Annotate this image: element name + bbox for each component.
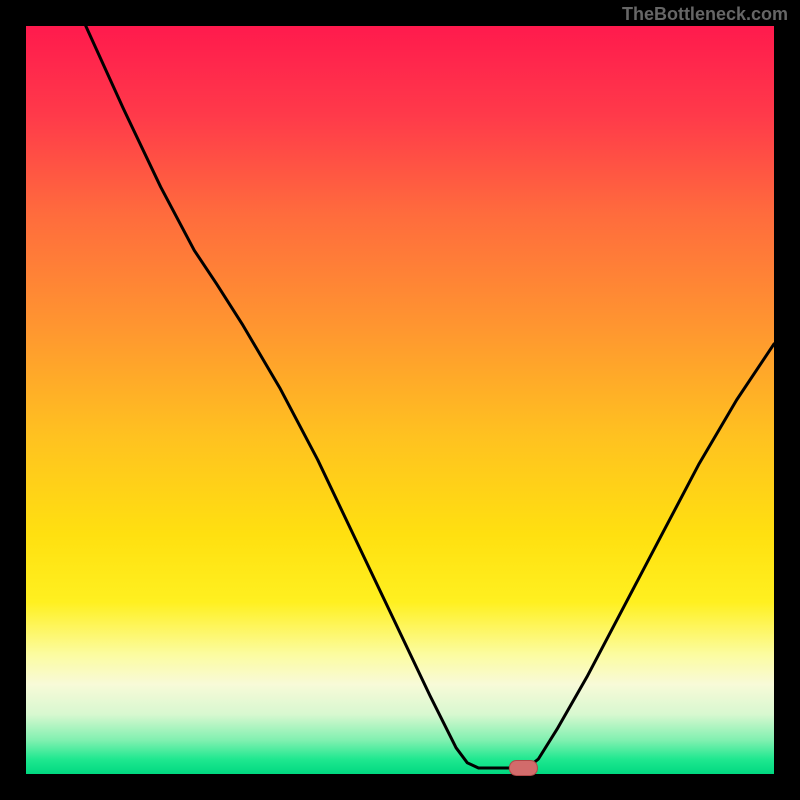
bottleneck-chart (0, 0, 800, 800)
optimal-marker (509, 761, 537, 776)
chart-svg (0, 0, 800, 800)
watermark-text: TheBottleneck.com (622, 4, 788, 25)
